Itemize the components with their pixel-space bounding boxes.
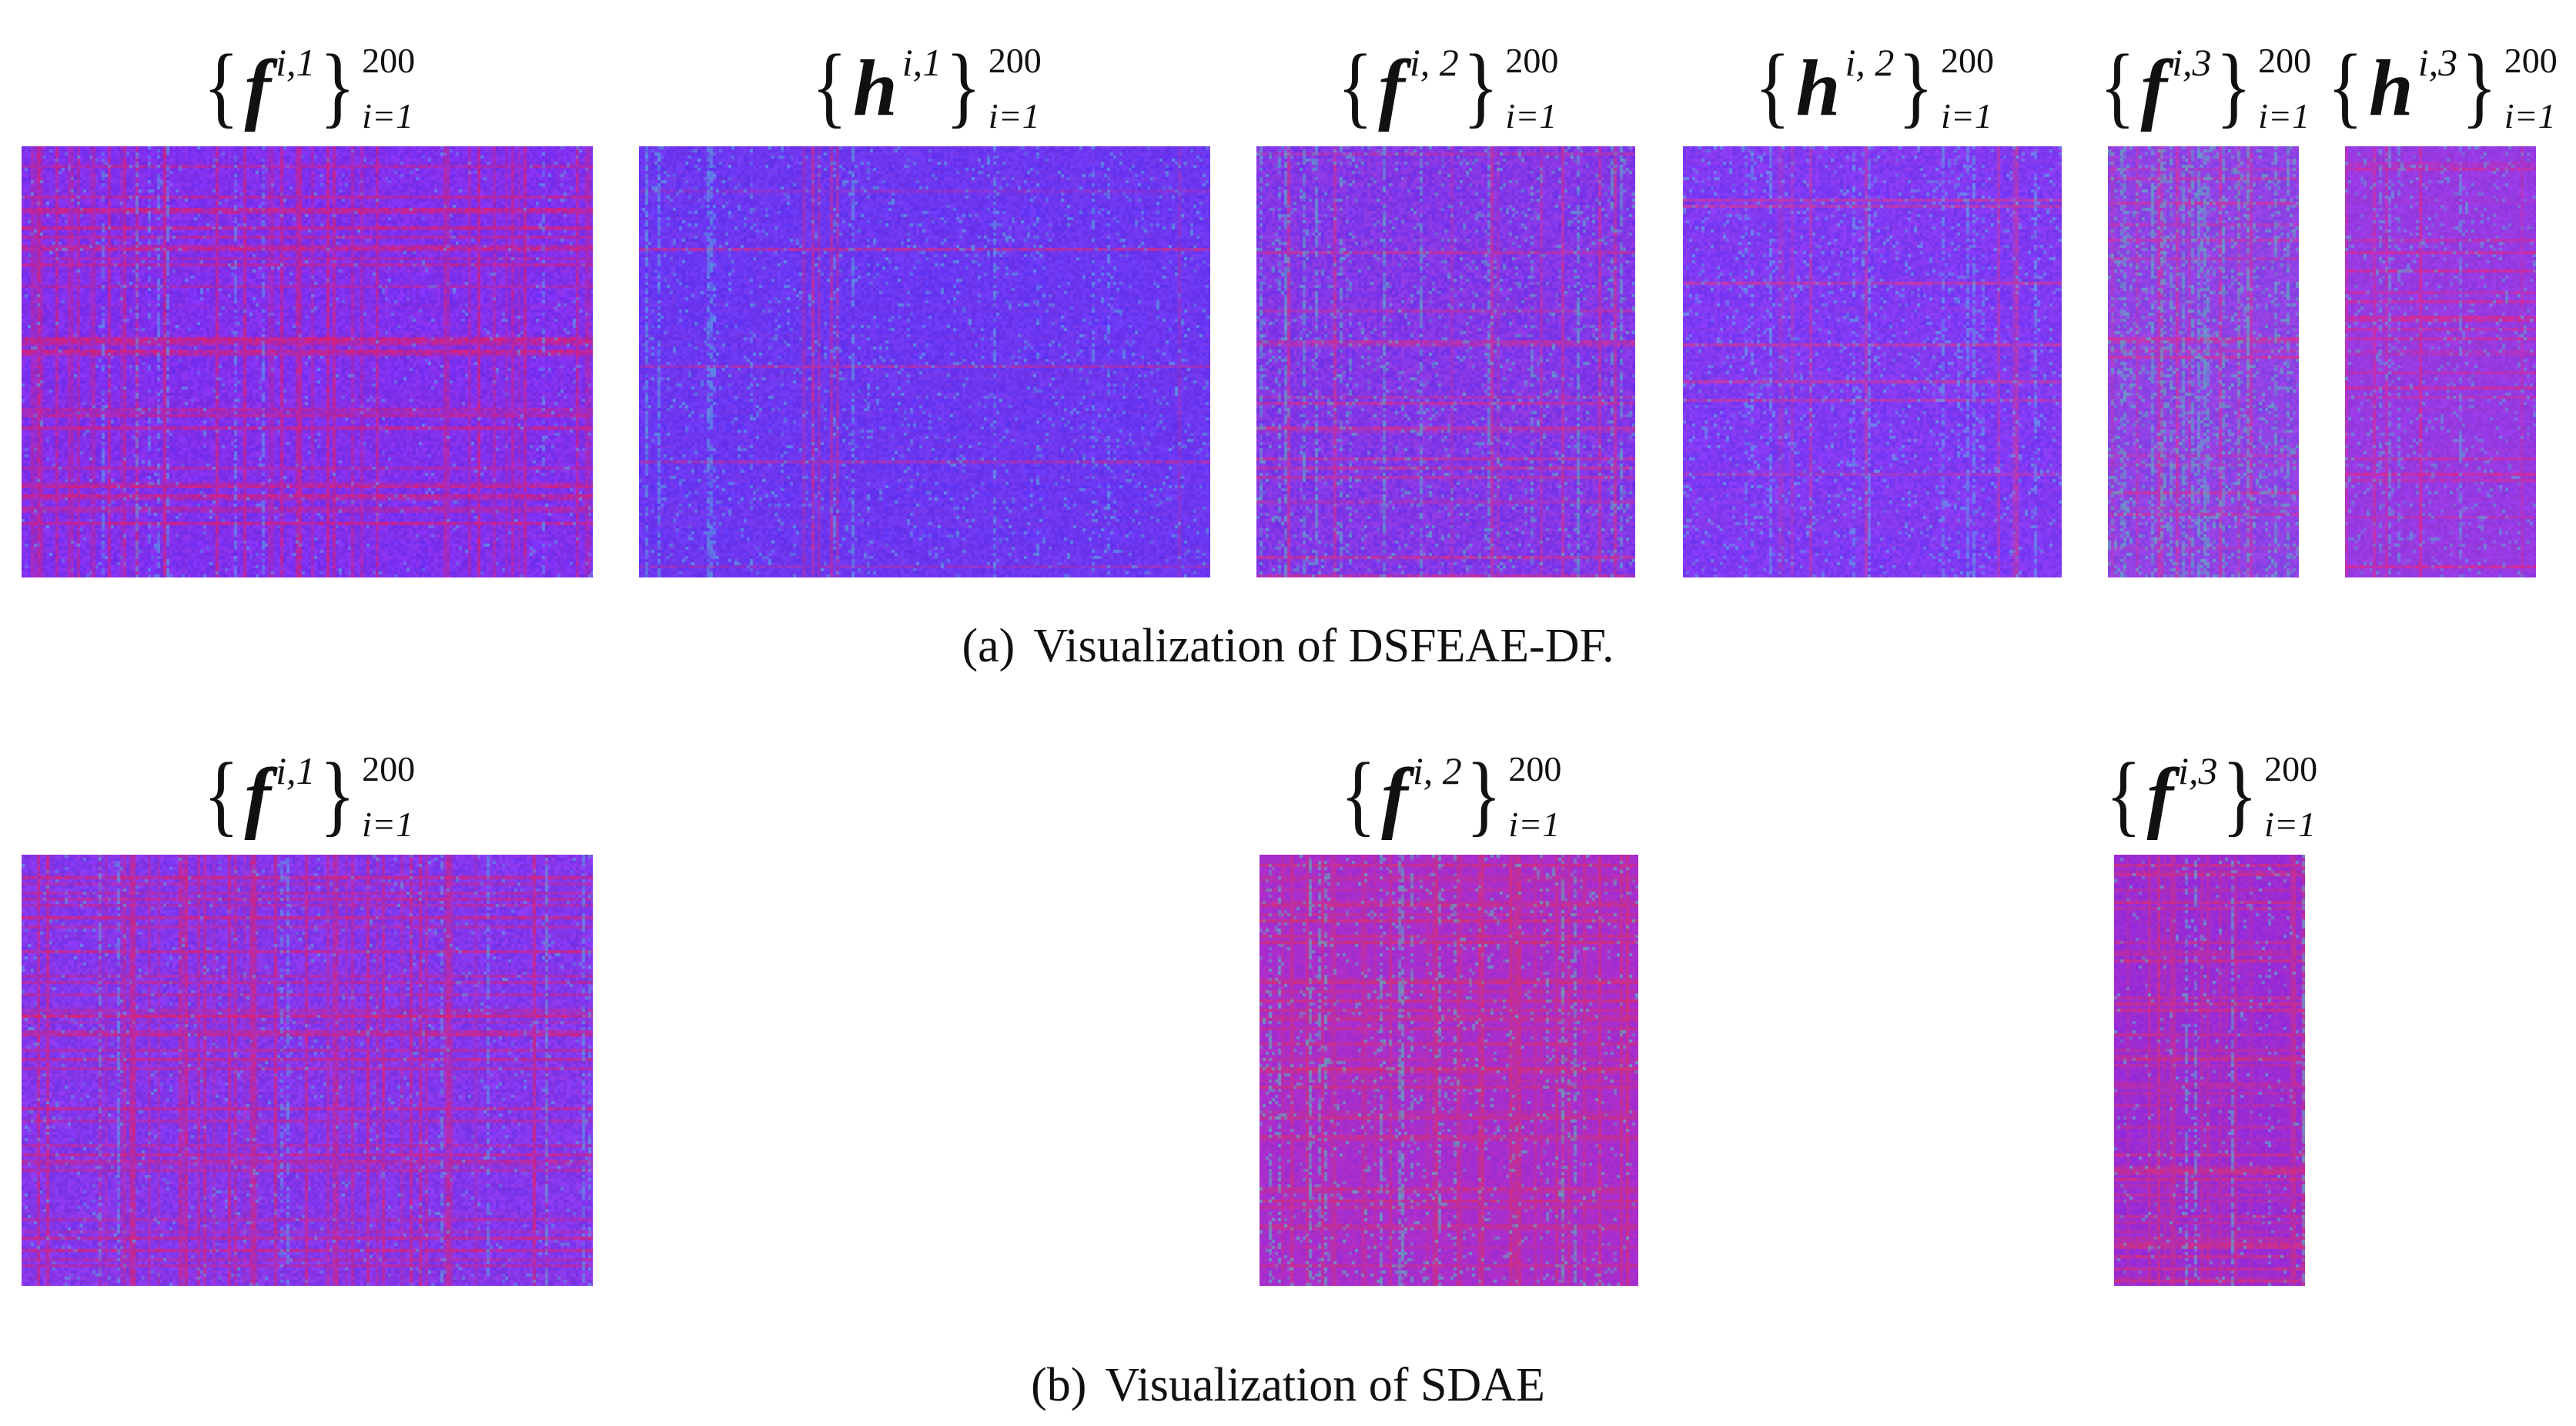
variable-superscript: i,3 [2417, 41, 2458, 84]
panel-a: { f i,1 } 200 i=1 { h i,1 } 200 i=1 [0, 0, 2576, 693]
feature-heatmap [22, 855, 593, 1286]
feature-heatmap [22, 146, 593, 577]
caption-b: (b) Visualization of SDAE [0, 1361, 2576, 1409]
lower-limit: i=1 [1505, 96, 1557, 136]
figure-label: { f i, 2 } 200 i=1 [1337, 35, 1559, 136]
variable-symbol: h [852, 44, 898, 132]
variable-symbol: f [1381, 752, 1408, 841]
caption-tag: (a) [962, 620, 1015, 672]
lower-limit: i=1 [362, 805, 413, 844]
variable-superscript: i,3 [2172, 41, 2212, 84]
variable-symbol: f [244, 44, 272, 132]
lower-limit: i=1 [2504, 96, 2556, 136]
upper-limit: 200 [362, 41, 416, 80]
feature-heatmap [1683, 146, 2062, 577]
upper-limit: 200 [1941, 41, 1995, 80]
feature-heatmap [2345, 146, 2536, 577]
figure-label: { f i,1 } 200 i=1 [202, 35, 416, 136]
upper-limit: 200 [1505, 41, 1559, 80]
lower-limit: i=1 [2264, 805, 2316, 844]
feature-heatmap [1260, 855, 1638, 1286]
upper-limit: 200 [362, 749, 416, 788]
figure-label: { h i,1 } 200 i=1 [811, 35, 1042, 136]
variable-symbol: f [2146, 752, 2174, 841]
upper-limit: 200 [1508, 749, 1562, 788]
figure-label: { f i, 2 } 200 i=1 [1340, 744, 1562, 845]
upper-limit: 200 [2258, 41, 2312, 80]
lower-limit: i=1 [362, 96, 413, 136]
caption-text: Visualization of SDAE [1105, 1359, 1545, 1411]
feature-heatmap [639, 146, 1210, 577]
caption-text: Visualization of DSFEAE-DF. [1033, 620, 1614, 672]
variable-symbol: f [2140, 44, 2168, 132]
lower-limit: i=1 [1508, 805, 1561, 844]
variable-symbol: f [1378, 44, 1405, 132]
lower-limit: i=1 [988, 96, 1040, 136]
upper-limit: 200 [2504, 41, 2558, 80]
caption-a: (a) Visualization of DSFEAE-DF. [0, 622, 2576, 670]
variable-symbol: h [2368, 44, 2414, 132]
variable-superscript: i,1 [276, 749, 316, 792]
variable-superscript: i, 2 [1412, 749, 1462, 792]
upper-limit: 200 [988, 41, 1042, 80]
variable-superscript: i, 2 [1409, 41, 1459, 84]
variable-superscript: i,3 [2178, 749, 2218, 792]
figure-label: { f i,1 } 200 i=1 [202, 744, 416, 845]
variable-superscript: i, 2 [1845, 41, 1895, 84]
figure-label: { h i,3 } 200 i=1 [2327, 35, 2558, 136]
figure-label: { h i, 2 } 200 i=1 [1755, 35, 1995, 136]
feature-heatmap [2114, 855, 2305, 1286]
figure-label: { f i,3 } 200 i=1 [2105, 744, 2318, 845]
lower-limit: i=1 [1941, 96, 1992, 136]
variable-superscript: i,1 [276, 41, 316, 84]
feature-heatmap [1256, 146, 1635, 577]
caption-tag: (b) [1031, 1359, 1087, 1411]
variable-symbol: f [244, 752, 272, 841]
variable-symbol: h [1795, 44, 1841, 132]
figure-label: { f i,3 } 200 i=1 [2099, 35, 2312, 136]
variable-superscript: i,1 [902, 41, 942, 84]
panel-b: { f i,1 } 200 i=1 { f i, 2 } 200 i=1 [0, 739, 2576, 1426]
feature-heatmap [2108, 146, 2299, 577]
lower-limit: i=1 [2258, 96, 2310, 136]
upper-limit: 200 [2264, 749, 2318, 788]
